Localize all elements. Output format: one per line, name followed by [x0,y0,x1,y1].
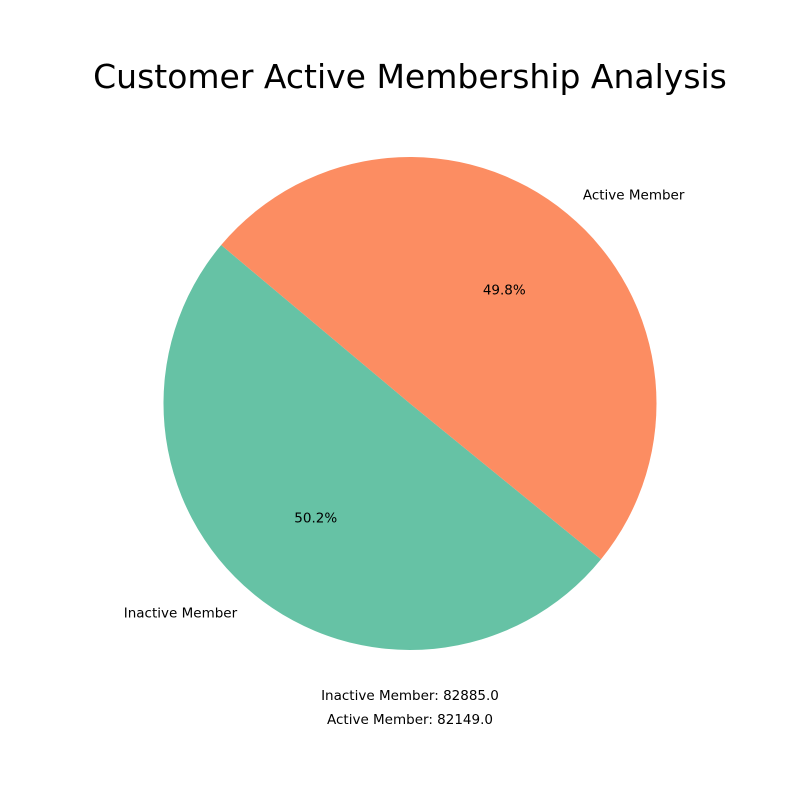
pie-slice-active-member [221,157,657,560]
slices-layer [163,157,657,651]
count-annotation-active: Active Member: 82149.0 [327,712,493,728]
pie-slice-inactive-member [163,245,602,651]
chart-title: Customer Active Membership Analysis [93,57,727,96]
percent-label-active-member: 49.8% [483,283,526,299]
percent-label-inactive-member: 50.2% [294,510,337,526]
slice-label-inactive-member: Inactive Member [124,605,238,621]
labels-layer: 50.2% Inactive Member 49.8% Active Member [124,188,685,622]
count-annotation-inactive: Inactive Member: 82885.0 [321,688,499,704]
slice-label-active-member: Active Member [583,188,685,204]
